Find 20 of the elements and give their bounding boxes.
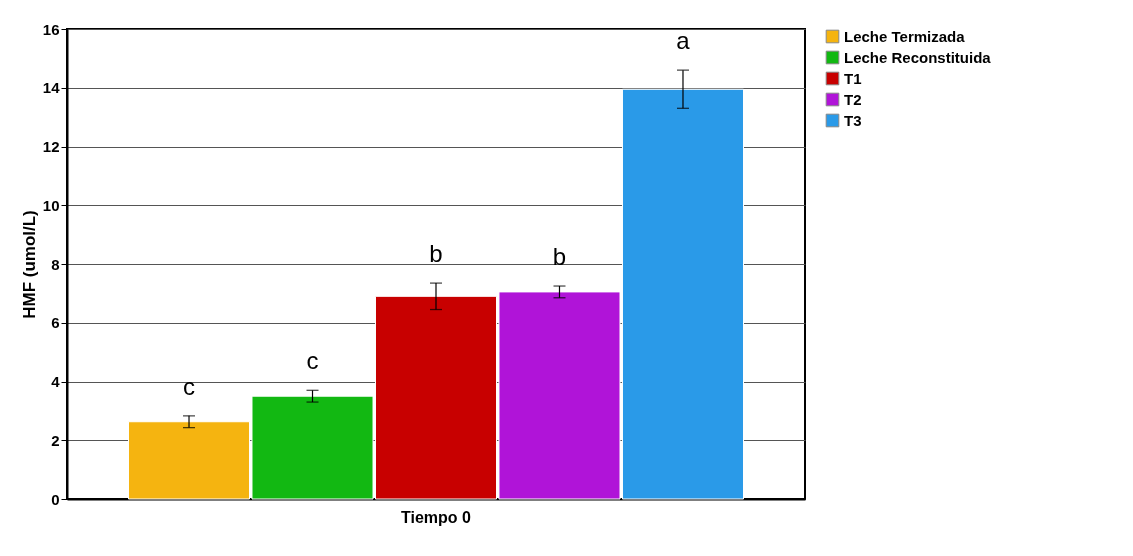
- y-tick-label: 4: [51, 373, 61, 390]
- y-tick-label: 0: [51, 490, 60, 508]
- data-label: c: [306, 347, 319, 375]
- legend-label: Leche Termizada: [844, 27, 966, 45]
- y-axis-title: HMF (umol/L): [19, 210, 39, 319]
- x-tick-label: Tiempo 0: [401, 508, 472, 526]
- y-tick-label: 14: [42, 79, 61, 97]
- y-tick-label: 10: [42, 196, 60, 214]
- data-label: b: [429, 240, 443, 268]
- data-label: a: [676, 27, 691, 55]
- legend-label: T2: [844, 90, 862, 108]
- data-label: b: [552, 243, 567, 271]
- y-tick-label: 6: [51, 314, 60, 332]
- y-tick-label: 2: [51, 431, 60, 449]
- legend-label: T3: [844, 111, 862, 129]
- legend-label: Leche Reconstituida: [844, 48, 992, 66]
- y-tick-label: 16: [42, 20, 60, 38]
- legend-label: T1: [844, 69, 862, 87]
- y-tick-label: 8: [51, 255, 60, 273]
- y-tick-label: 12: [42, 138, 60, 155]
